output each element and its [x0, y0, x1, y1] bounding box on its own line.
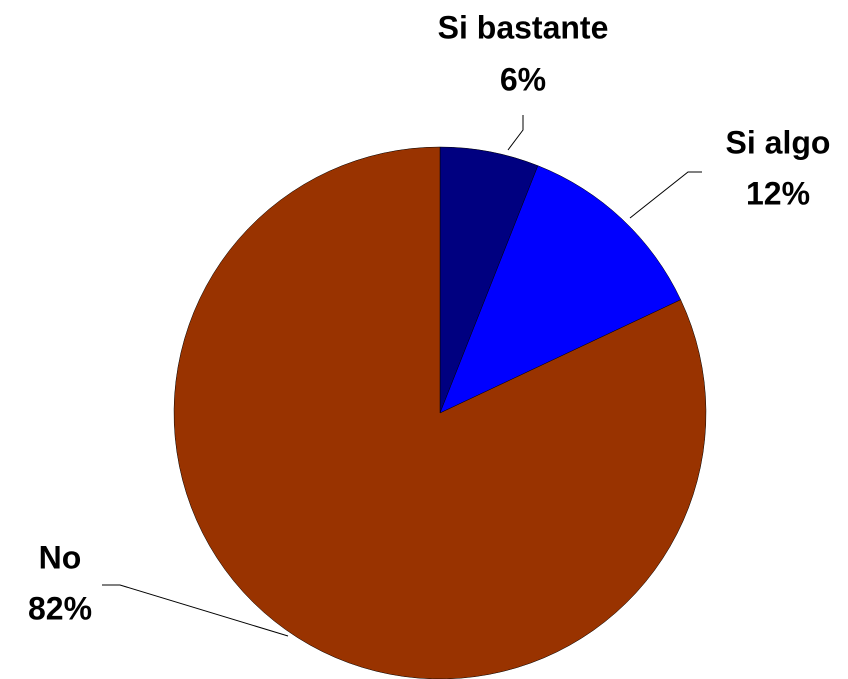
value-label: 82% [28, 590, 92, 626]
value-label: 6% [500, 61, 546, 97]
slice-label: Si algo [726, 124, 831, 160]
leader-line [507, 115, 524, 151]
pie-slice [173, 146, 707, 679]
pie-slice [439, 165, 682, 414]
slice-label: Si bastante [438, 9, 609, 45]
leader-line [629, 171, 702, 219]
pie [173, 146, 707, 679]
value-label: 12% [746, 175, 810, 211]
slice-label: No [39, 539, 82, 575]
leader-line [102, 584, 289, 637]
